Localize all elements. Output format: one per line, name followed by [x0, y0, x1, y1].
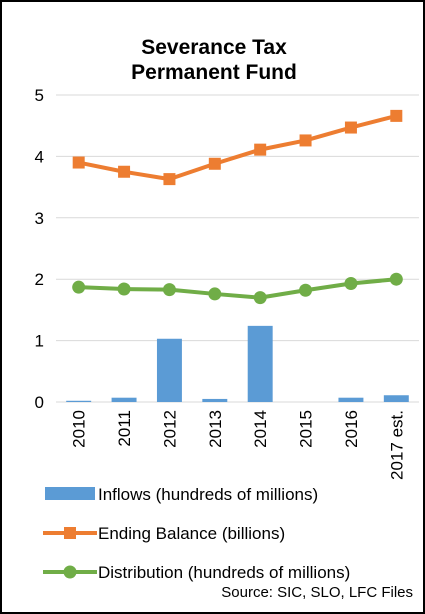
inflows-bar — [247, 325, 273, 402]
x-tick-label: 2010 — [70, 410, 89, 448]
x-tick-label: 2013 — [206, 410, 225, 448]
ending-balance-point — [118, 165, 131, 178]
distribution-point — [299, 283, 313, 297]
ending-balance-point — [72, 156, 85, 169]
distribution-point — [208, 287, 222, 301]
legend-label-inflows: Inflows (hundreds of millions) — [98, 485, 318, 504]
ending-balance-point — [299, 134, 312, 147]
ending-balance-point — [163, 173, 176, 186]
legend-marker-distribution — [63, 565, 77, 579]
y-tick-label: 3 — [35, 209, 44, 228]
distribution-point — [344, 276, 358, 290]
inflows-bar — [111, 397, 137, 402]
y-tick-label: 0 — [35, 393, 44, 412]
inflows-bar — [338, 397, 364, 402]
ending-balance-point — [254, 143, 267, 156]
x-tick-label: 2011 — [115, 410, 134, 447]
series-lines — [72, 109, 403, 305]
y-tick-label: 4 — [35, 147, 44, 166]
y-axis-ticks: 0 1 2 3 4 5 — [35, 86, 44, 412]
legend-swatch-inflows — [45, 487, 95, 500]
x-tick-label: 2016 — [342, 410, 361, 448]
y-tick-label: 1 — [35, 332, 44, 351]
ending-balance-line — [78, 113, 397, 182]
legend-label-ending-balance: Ending Balance (billions) — [98, 524, 285, 543]
x-tick-label: 2015 — [297, 410, 316, 448]
x-tick-label: 2017 est. — [387, 410, 406, 480]
chart-title-line-2: Permanent Fund — [131, 61, 297, 84]
x-tick-label: 2014 — [251, 410, 270, 448]
ending-balance-point — [208, 157, 221, 170]
inflows-bar — [156, 338, 182, 402]
distribution-point — [389, 272, 403, 286]
inflows-bar — [383, 395, 409, 402]
x-axis-ticks: 2010 2011 2012 2013 2014 2015 2016 2017 est. — [70, 410, 407, 480]
x-tick-label: 2012 — [160, 410, 179, 448]
y-tick-label: 2 — [35, 270, 44, 289]
gridlines — [56, 94, 419, 403]
inflows-bar — [66, 400, 92, 402]
inflows-bars — [66, 325, 409, 402]
distribution-line — [78, 277, 397, 300]
legend: Inflows (hundreds of millions) Ending Bal… — [43, 485, 350, 582]
distribution-point — [72, 280, 86, 294]
ending-balance-point — [390, 109, 403, 122]
chart-title-line-1: Severance Tax — [141, 36, 287, 59]
source-note: Source: SIC, SLO, LFC Files — [221, 584, 413, 601]
distribution-point — [253, 291, 267, 305]
ending-balance-point — [344, 121, 357, 134]
distribution-point — [117, 282, 131, 296]
legend-marker-ending-balance — [64, 527, 76, 539]
y-tick-label: 5 — [35, 86, 44, 105]
distribution-point — [162, 283, 176, 297]
legend-label-distribution: Distribution (hundreds of millions) — [98, 563, 350, 582]
inflows-bar — [202, 398, 228, 402]
